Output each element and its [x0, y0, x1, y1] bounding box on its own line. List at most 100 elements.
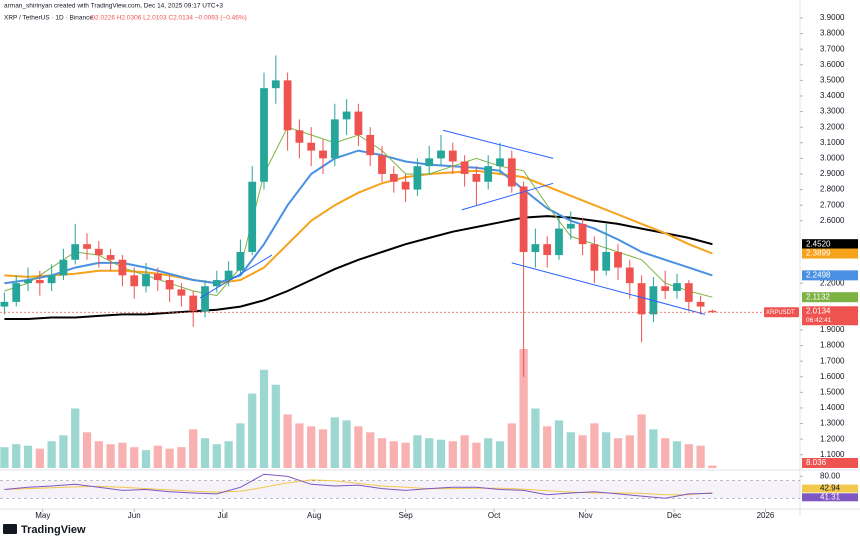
candle-body: [578, 223, 587, 245]
candle-body: [319, 150, 327, 159]
volume-bar: [708, 465, 717, 468]
candle-body: [248, 181, 257, 252]
brand-logo: [3, 524, 17, 534]
volume-bar: [47, 441, 56, 468]
volume-bar: [153, 445, 162, 468]
y-tick-label: 3.7000: [820, 44, 845, 53]
volume-bar: [519, 348, 528, 468]
chart-title: XRP / TetherUS · 1D · Binance: [4, 15, 93, 22]
candle-body: [507, 158, 516, 187]
volume-bar: [212, 444, 221, 468]
candle-body: [531, 244, 540, 252]
volume-tag: [802, 458, 858, 468]
volume-bar: [330, 417, 339, 468]
y-tick-label: 3.5000: [820, 75, 845, 84]
y-tick-label: 1.7000: [820, 356, 845, 365]
volume-bar: [590, 423, 599, 468]
volume-bar: [165, 448, 174, 468]
candle-body: [283, 80, 292, 131]
volume-bar: [460, 435, 469, 468]
x-tick-label: Jun: [128, 511, 141, 520]
volume-bar: [413, 435, 422, 468]
candle-body: [342, 111, 351, 120]
price-name: XRPUSDT: [766, 310, 795, 316]
rsi-line: [4, 473, 713, 499]
y-tick-label: 2.7000: [820, 200, 845, 209]
volume-bar: [71, 408, 80, 468]
volume-bar: [566, 432, 575, 468]
y-tick-label: 2.9000: [820, 169, 845, 178]
brand: TradingView: [21, 524, 86, 536]
candle-body: [684, 283, 693, 302]
rsi-ma: [4, 479, 713, 496]
volume-bar: [649, 429, 658, 468]
volume-bar: [130, 447, 139, 468]
subtitle: arman_shirinyan created with TradingView…: [4, 3, 223, 10]
rsi-ma-tag: [802, 484, 858, 493]
x-tick-label: Dec: [667, 511, 681, 520]
candle-body: [484, 166, 493, 182]
ma-tag: [802, 292, 858, 303]
volume-bar: [377, 438, 387, 468]
candle-body: [224, 270, 233, 281]
volume-bar: [425, 438, 434, 468]
volume-bar: [672, 441, 682, 468]
candle-body: [637, 283, 646, 315]
candle-body: [413, 166, 422, 190]
volume-bar: [200, 438, 210, 468]
y-tick-label: 3.8000: [820, 29, 845, 38]
volume-bar: [613, 438, 623, 468]
candle-body: [24, 280, 32, 284]
x-tick-label: May: [35, 511, 50, 520]
volume-bar: [436, 439, 446, 468]
y-tick-label: 2.8000: [820, 185, 845, 194]
candle-body: [460, 161, 469, 174]
volume-bar: [354, 426, 363, 468]
candle-body: [189, 295, 198, 312]
ma-tag-label: 2.4520: [806, 239, 831, 248]
volume-bar: [118, 442, 127, 468]
y-tick-label: 1.1000: [820, 450, 845, 459]
ma-tag: [802, 239, 858, 250]
volume-bar: [106, 444, 115, 468]
candle-body: [366, 134, 375, 156]
candle-body: [614, 251, 622, 268]
ma-tag-label: 2.2498: [806, 270, 831, 279]
trend-line: [461, 182, 554, 211]
y-tick-label: 1.5000: [820, 387, 845, 396]
y-tick-label: 2.2000: [820, 278, 845, 287]
volume-bar: [236, 423, 245, 468]
y-tick-label: 1.4000: [820, 403, 845, 412]
volume-bar: [625, 435, 634, 468]
candle-body: [437, 150, 445, 159]
candle-body: [590, 244, 599, 271]
price-label: 2.0134: [806, 306, 831, 315]
volume-bar: [295, 423, 304, 468]
ma-tag-label: 2.1132: [806, 292, 830, 301]
volume-bar: [484, 438, 493, 468]
volume-bar: [94, 441, 103, 468]
volume-bar: [248, 393, 257, 468]
candle-body: [0, 301, 9, 307]
y-tick-label: 3.1000: [820, 138, 845, 147]
ma-tag: [802, 248, 858, 259]
trend-line: [511, 262, 706, 315]
volume-bar: [637, 414, 646, 468]
candle-body: [260, 88, 268, 182]
candle-body: [401, 181, 410, 190]
volume-bar: [259, 369, 269, 468]
y-tick-label: 1.6000: [820, 372, 845, 381]
rsi-label: 41.31: [820, 492, 841, 501]
x-tick-label: Oct: [488, 511, 501, 520]
volume-bar: [189, 429, 198, 468]
volume-bar: [531, 408, 540, 468]
volume-bar: [366, 432, 375, 468]
y-tick-label: 3.6000: [820, 60, 845, 69]
volume-bar: [602, 432, 611, 468]
ma-tag-label: 2.3899: [806, 249, 831, 258]
candle-body: [12, 283, 21, 302]
volume-bar: [448, 441, 457, 468]
volume-bar: [401, 442, 410, 468]
candle-body: [295, 130, 304, 143]
volume-bar: [684, 444, 693, 468]
